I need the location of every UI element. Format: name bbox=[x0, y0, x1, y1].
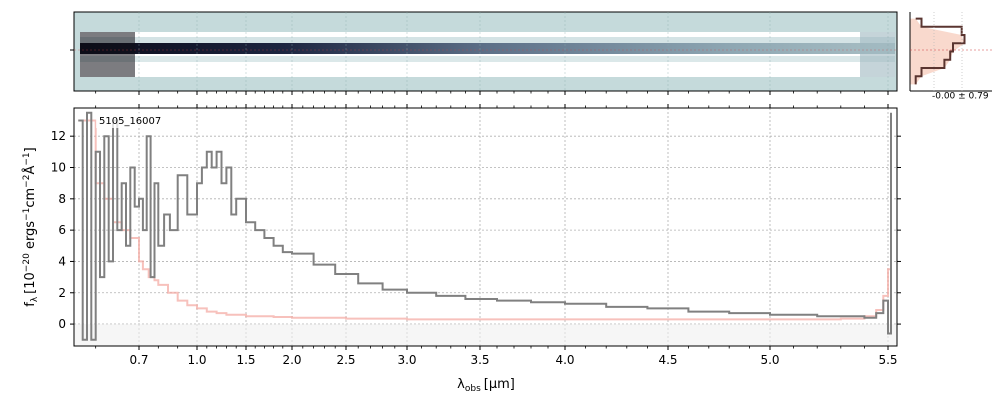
x-tick-label: 0.7 bbox=[129, 353, 148, 367]
x-tick-label: 4.0 bbox=[555, 353, 574, 367]
y-tick-label: 0 bbox=[58, 317, 66, 331]
x-tick-label: 2.0 bbox=[282, 353, 301, 367]
x-tick-label: 4.5 bbox=[658, 353, 677, 367]
zero-band bbox=[74, 324, 897, 346]
y-tick-label: 10 bbox=[51, 161, 66, 175]
x-axis-ticks: 0.7 1.0 1.5 2.0 2.5 3.0 3.5 4.0 4.5 5.0 5.5 bbox=[95, 104, 898, 367]
y-axis-title: fλ[10−20 ergs−1cm−2Å−1] bbox=[22, 147, 40, 306]
y-tick-label: 2 bbox=[58, 286, 66, 300]
x-tick-label: 1.0 bbox=[187, 353, 206, 367]
profile-line bbox=[914, 17, 966, 85]
y-tick-label: 8 bbox=[58, 192, 66, 206]
spectrum-2d-panel bbox=[70, 11, 898, 95]
profile-label: -0.00 ± 0.79 bbox=[932, 92, 989, 102]
y-tick-label: 12 bbox=[51, 129, 66, 143]
x-tick-label: 3.0 bbox=[397, 353, 416, 367]
x-tick-label: 1.5 bbox=[236, 353, 255, 367]
x-tick-label: 3.5 bbox=[470, 353, 489, 367]
x-tick-label: 5.5 bbox=[878, 353, 897, 367]
object-label: 5105_16007 bbox=[99, 116, 161, 127]
y-tick-label: 6 bbox=[58, 223, 66, 237]
x-axis-title: λobs [μm] bbox=[457, 377, 515, 394]
x-tick-label: 2.5 bbox=[336, 353, 355, 367]
y-axis-ticks: 0 2 4 6 8 10 12 bbox=[51, 129, 901, 331]
spectrum-1d-panel: 0.7 1.0 1.5 2.0 2.5 3.0 3.5 4.0 4.5 5.0 5.5 0 2 4 6 8 1… bbox=[51, 104, 901, 367]
y-tick-label: 4 bbox=[58, 254, 66, 268]
observed-spectrum-line bbox=[78, 111, 892, 341]
x-tick-label: 5.0 bbox=[760, 353, 779, 367]
profile-inset: -0.00 ± 0.79 bbox=[909, 12, 992, 102]
spectrum-2d-ticks bbox=[95, 12, 889, 95]
